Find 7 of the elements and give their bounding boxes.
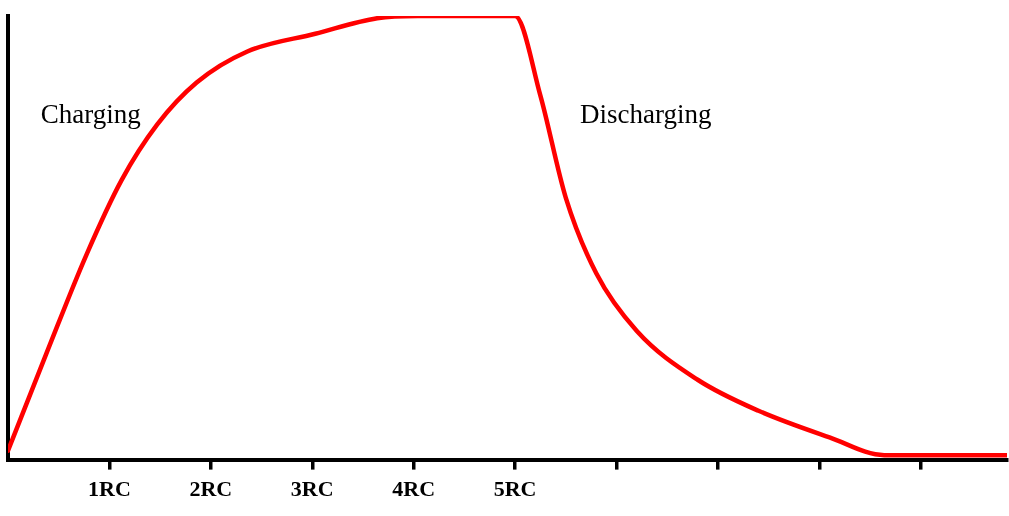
annotation: Charging bbox=[40, 99, 141, 130]
x-tick-label: 1RC bbox=[88, 476, 131, 502]
x-tick-label: 5RC bbox=[493, 476, 537, 502]
x-tick-label: 2RC bbox=[189, 476, 233, 502]
annotation: Discharging bbox=[580, 99, 712, 130]
x-tick-label: 4RC bbox=[392, 476, 436, 502]
x-tick-label: 3RC bbox=[290, 476, 334, 502]
